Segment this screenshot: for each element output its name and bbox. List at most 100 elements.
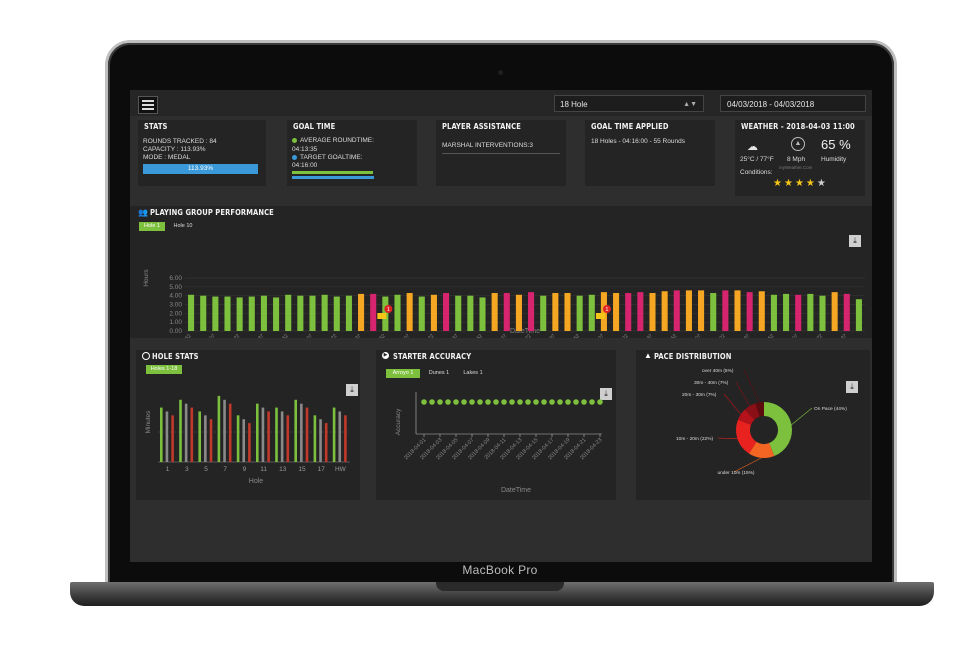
target-goaltime-row: TARGET GOALTIME:	[292, 154, 362, 161]
accuracy-point	[469, 399, 475, 405]
tab-hole-1[interactable]: Hole 1	[139, 222, 165, 231]
performance-bar	[297, 295, 304, 331]
hole-stats-xlabel: Hole	[249, 478, 264, 485]
performance-bar	[358, 293, 365, 331]
goal-time-applied-card: GOAL TIME APPLIED 18 Holes - 04:16:00 - …	[585, 120, 715, 186]
hole-bar	[248, 423, 251, 462]
laptop-notch	[436, 582, 564, 591]
hole-bar	[217, 395, 221, 462]
x-tick-label: 7	[223, 466, 227, 473]
performance-bar	[770, 294, 777, 331]
performance-bar	[625, 293, 632, 331]
wind-speed: 8 Mph	[787, 156, 806, 163]
leader-line	[735, 381, 751, 407]
starter-xlabel: DateTime	[501, 487, 531, 494]
performance-bar	[564, 293, 571, 331]
marshal-interventions: MARSHAL INTERVENTIONS:3	[442, 142, 534, 149]
performance-bar	[661, 291, 668, 331]
cloud-icon: ☁	[747, 141, 758, 153]
performance-bar	[843, 293, 850, 331]
performance-bar	[540, 295, 547, 331]
performance-xlabel: DateTime	[510, 328, 540, 335]
avg-dot	[292, 137, 297, 143]
hole-bar	[338, 411, 342, 462]
performance-bar	[273, 297, 280, 331]
player-assistance-title: PLAYER ASSISTANCE	[442, 122, 521, 131]
download-performance-icon[interactable]: ⤓	[849, 235, 861, 247]
tab-lakes-1[interactable]: Lakes 1	[463, 370, 483, 376]
hole-bar	[280, 411, 284, 462]
accuracy-point	[477, 399, 483, 405]
hole-bar	[275, 407, 278, 462]
course-select[interactable]: 18 Hole ▲▼	[554, 95, 704, 112]
performance-bar	[236, 297, 243, 331]
marker-badge	[602, 305, 611, 313]
x-tick-label: 12:22	[617, 333, 630, 338]
x-tick-label: 14:07	[787, 333, 800, 338]
performance-bar	[855, 299, 862, 331]
hamburger-menu-icon[interactable]	[138, 96, 158, 114]
x-tick-label: 08:22	[228, 333, 241, 338]
slice-label: On Pace (44%)	[814, 406, 847, 412]
date-range-input[interactable]: 04/03/2018 - 04/03/2018	[720, 95, 866, 112]
performance-bar	[698, 290, 705, 331]
star-icon: ★	[773, 178, 784, 189]
hole-bar	[236, 415, 240, 462]
download-pace-icon[interactable]: ⤓	[846, 381, 858, 393]
tab-hole-10[interactable]: Hole 10	[173, 223, 193, 229]
hole-bar	[242, 419, 246, 462]
x-tick-label: 13:22	[714, 333, 727, 338]
x-tick-label: 10:37	[447, 333, 460, 338]
weather-title: WEATHER - 2018-04-03 11:00	[741, 122, 855, 131]
download-starter-icon[interactable]: ⤓	[600, 388, 612, 400]
download-hole-stats-icon[interactable]: ⤓	[346, 384, 358, 396]
divider	[442, 153, 560, 154]
hole-bar	[313, 415, 317, 462]
star-icon: ★	[794, 178, 806, 189]
tab-arroyo-1[interactable]: Arroyo 1	[386, 369, 420, 378]
x-tick-label: 09:07	[301, 333, 314, 338]
performance-chart: Hours DateTime 0.00 1.00 2.003.00 4.00 5.00 6…	[143, 269, 865, 338]
star-icon: ★	[783, 178, 795, 189]
starter-accuracy-card: ▶ STARTER ACCURACY Arroyo 1 Dunes 1 Lake…	[376, 350, 616, 500]
starter-accuracy-title: STARTER ACCURACY	[393, 352, 472, 361]
target-goaltime-label: TARGET GOALTIME:	[300, 154, 363, 161]
slice-label: 20m - 30m (7%)	[682, 392, 717, 398]
goal-time-title: GOAL TIME	[293, 122, 336, 131]
performance-bar	[807, 293, 814, 331]
tab-holes-1-18[interactable]: Holes 1-18	[146, 365, 182, 374]
x-tick-label: 1	[166, 466, 170, 473]
temperature: 25°C / 77°F	[740, 156, 774, 163]
hole-bar	[204, 415, 207, 462]
x-tick-label: 13	[279, 466, 287, 473]
hole-bar	[223, 399, 226, 462]
accuracy-point	[421, 399, 427, 405]
hole-bar	[267, 411, 270, 462]
performance-bar	[613, 293, 620, 331]
x-tick-label: 12:52	[665, 333, 678, 338]
dashboard-screen: 18 Hole ▲▼ 04/03/2018 - 04/03/2018 STATS…	[130, 90, 872, 562]
x-tick-label: 08:52	[277, 333, 290, 338]
performance-bar	[406, 293, 413, 331]
pace-slice	[736, 419, 757, 454]
hole-bar	[300, 403, 303, 462]
starter-ylabel: Accuracy	[395, 408, 402, 435]
performance-bar	[333, 296, 340, 331]
accuracy-point	[485, 399, 491, 405]
stats-card: STATS ROUNDS TRACKED : 84 CAPACITY : 113…	[138, 120, 266, 186]
conditions-label: Conditions:	[740, 169, 773, 176]
performance-bar	[746, 292, 753, 331]
performance-bar	[224, 296, 231, 331]
tab-dunes-1[interactable]: Dunes 1	[428, 370, 450, 376]
performance-bar	[637, 292, 644, 331]
avg-roundtime-bar	[292, 171, 373, 174]
accuracy-point	[509, 399, 515, 405]
avg-roundtime-value: 04:13:35	[292, 146, 318, 153]
x-tick-label: HW	[335, 466, 347, 473]
rounds-tracked: ROUNDS TRACKED : 84	[143, 138, 217, 145]
pace-slice	[764, 402, 792, 457]
hole-bar	[165, 411, 169, 462]
bezel-label: MacBook Pro	[462, 563, 538, 577]
marker-count: 1	[605, 307, 608, 313]
accuracy-point	[581, 399, 587, 405]
